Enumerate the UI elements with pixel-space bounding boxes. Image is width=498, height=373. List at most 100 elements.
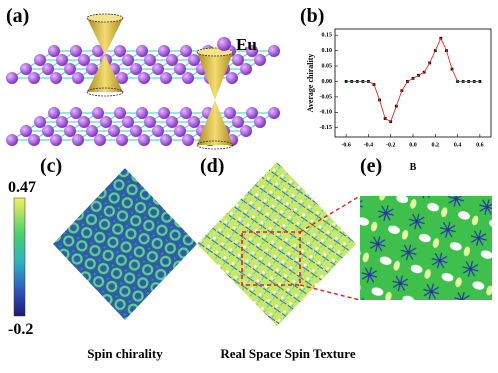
eu-atom bbox=[50, 134, 62, 146]
bond bbox=[33, 50, 77, 79]
eu-atom bbox=[6, 134, 18, 146]
fit-line bbox=[346, 37, 480, 123]
dirac-cone bbox=[87, 55, 123, 92]
eu-atom bbox=[122, 116, 134, 128]
eu-atom bbox=[20, 63, 32, 75]
colorbar-min: -0.2 bbox=[8, 321, 33, 338]
zoom-line bbox=[299, 284, 361, 301]
eu-icon bbox=[217, 37, 231, 51]
colorbar-max: 0.47 bbox=[8, 179, 36, 196]
eu-atom bbox=[138, 134, 150, 146]
eu-atom bbox=[78, 54, 90, 66]
eu-atom bbox=[70, 45, 82, 57]
x-tick-label: 0.6 bbox=[476, 142, 484, 148]
eu-atom bbox=[20, 125, 32, 137]
bond bbox=[11, 50, 55, 79]
colorbar bbox=[13, 197, 26, 317]
eu-atom bbox=[92, 45, 104, 57]
bond bbox=[143, 112, 187, 141]
eu-atom bbox=[144, 54, 156, 66]
eu-atom bbox=[64, 125, 76, 137]
eu-atom bbox=[70, 107, 82, 119]
eu-atom bbox=[136, 107, 148, 119]
eu-atom bbox=[56, 54, 68, 66]
eu-atom bbox=[122, 54, 134, 66]
eu-atom bbox=[232, 116, 244, 128]
eu-atom bbox=[152, 63, 164, 75]
x-tick-label: -0.2 bbox=[386, 142, 396, 148]
eu-atom bbox=[72, 134, 84, 146]
zoom-box bbox=[241, 231, 301, 286]
panel-label: (a) bbox=[6, 5, 29, 27]
eu-atom bbox=[136, 45, 148, 57]
eu-atom bbox=[188, 116, 200, 128]
eu-atom bbox=[138, 72, 150, 84]
dirac-cone bbox=[87, 18, 123, 55]
x-tick-label: 0.2 bbox=[432, 142, 440, 148]
eu-atom bbox=[72, 72, 84, 84]
bond bbox=[121, 50, 165, 79]
eu-atom bbox=[114, 107, 126, 119]
lattice-illustration bbox=[6, 13, 280, 150]
chart: -0.6 -0.4 -0.2 0.0 0.2 0.4 0.6 -0.15 -0.10 -0.05 0… bbox=[306, 28, 492, 173]
caption: Spin chirality bbox=[87, 346, 163, 361]
eu-atom bbox=[114, 45, 126, 57]
y-tick-label: -0.05 bbox=[320, 94, 333, 100]
x-tick-label: 0.0 bbox=[409, 142, 417, 148]
eu-atom bbox=[174, 125, 186, 137]
eu-atom bbox=[174, 63, 186, 75]
y-tick-label: 0.00 bbox=[322, 79, 333, 85]
eu-atom bbox=[152, 125, 164, 137]
eu-atom bbox=[232, 54, 244, 66]
x-tick-label: -0.4 bbox=[364, 142, 374, 148]
eu-atom bbox=[182, 134, 194, 146]
eu-atom bbox=[116, 134, 128, 146]
bond bbox=[33, 112, 77, 141]
eu-atom bbox=[160, 134, 172, 146]
legend-label: Eu bbox=[236, 35, 257, 54]
eu-atom bbox=[144, 116, 156, 128]
eu-atom bbox=[182, 72, 194, 84]
x-tick-label: 0.4 bbox=[454, 142, 462, 148]
eu-atom bbox=[158, 107, 170, 119]
bond bbox=[77, 112, 121, 141]
bond bbox=[11, 112, 55, 141]
bond bbox=[165, 112, 209, 141]
y-tick-label: -0.10 bbox=[320, 110, 333, 116]
eu-atom bbox=[254, 54, 266, 66]
zoomed-texture bbox=[360, 196, 492, 300]
eu-atom bbox=[246, 45, 258, 57]
dirac-cone bbox=[197, 100, 233, 145]
panel-label: (e) bbox=[360, 155, 382, 177]
eu-atom bbox=[268, 107, 280, 119]
eu-atom bbox=[158, 45, 170, 57]
panel-label: (d) bbox=[200, 155, 224, 177]
eu-atom bbox=[116, 72, 128, 84]
eu-atom bbox=[42, 63, 54, 75]
eu-atom bbox=[50, 72, 62, 84]
caption: Real Space Spin Texture bbox=[220, 346, 355, 361]
eu-atom bbox=[108, 125, 120, 137]
eu-atom bbox=[64, 63, 76, 75]
eu-atom bbox=[34, 54, 46, 66]
bond bbox=[77, 50, 121, 79]
eu-atom bbox=[240, 125, 252, 137]
eu-atom bbox=[240, 63, 252, 75]
eu-atom bbox=[268, 45, 280, 57]
eu-atom bbox=[254, 116, 266, 128]
eu-atom bbox=[180, 45, 192, 57]
bond bbox=[55, 112, 99, 141]
y-axis-label: Average chirality bbox=[306, 54, 315, 113]
plot-frame bbox=[334, 28, 492, 138]
panel-label: (b) bbox=[300, 5, 324, 27]
eu-atom bbox=[166, 116, 178, 128]
y-tick-label: 0.15 bbox=[322, 33, 333, 39]
eu-atom bbox=[100, 116, 112, 128]
eu-atom bbox=[180, 107, 192, 119]
zoom-line bbox=[299, 195, 361, 233]
x-axis-label: B bbox=[410, 162, 417, 173]
cone-rim bbox=[86, 13, 124, 23]
eu-atom bbox=[78, 116, 90, 128]
panel-label: (c) bbox=[40, 155, 62, 177]
